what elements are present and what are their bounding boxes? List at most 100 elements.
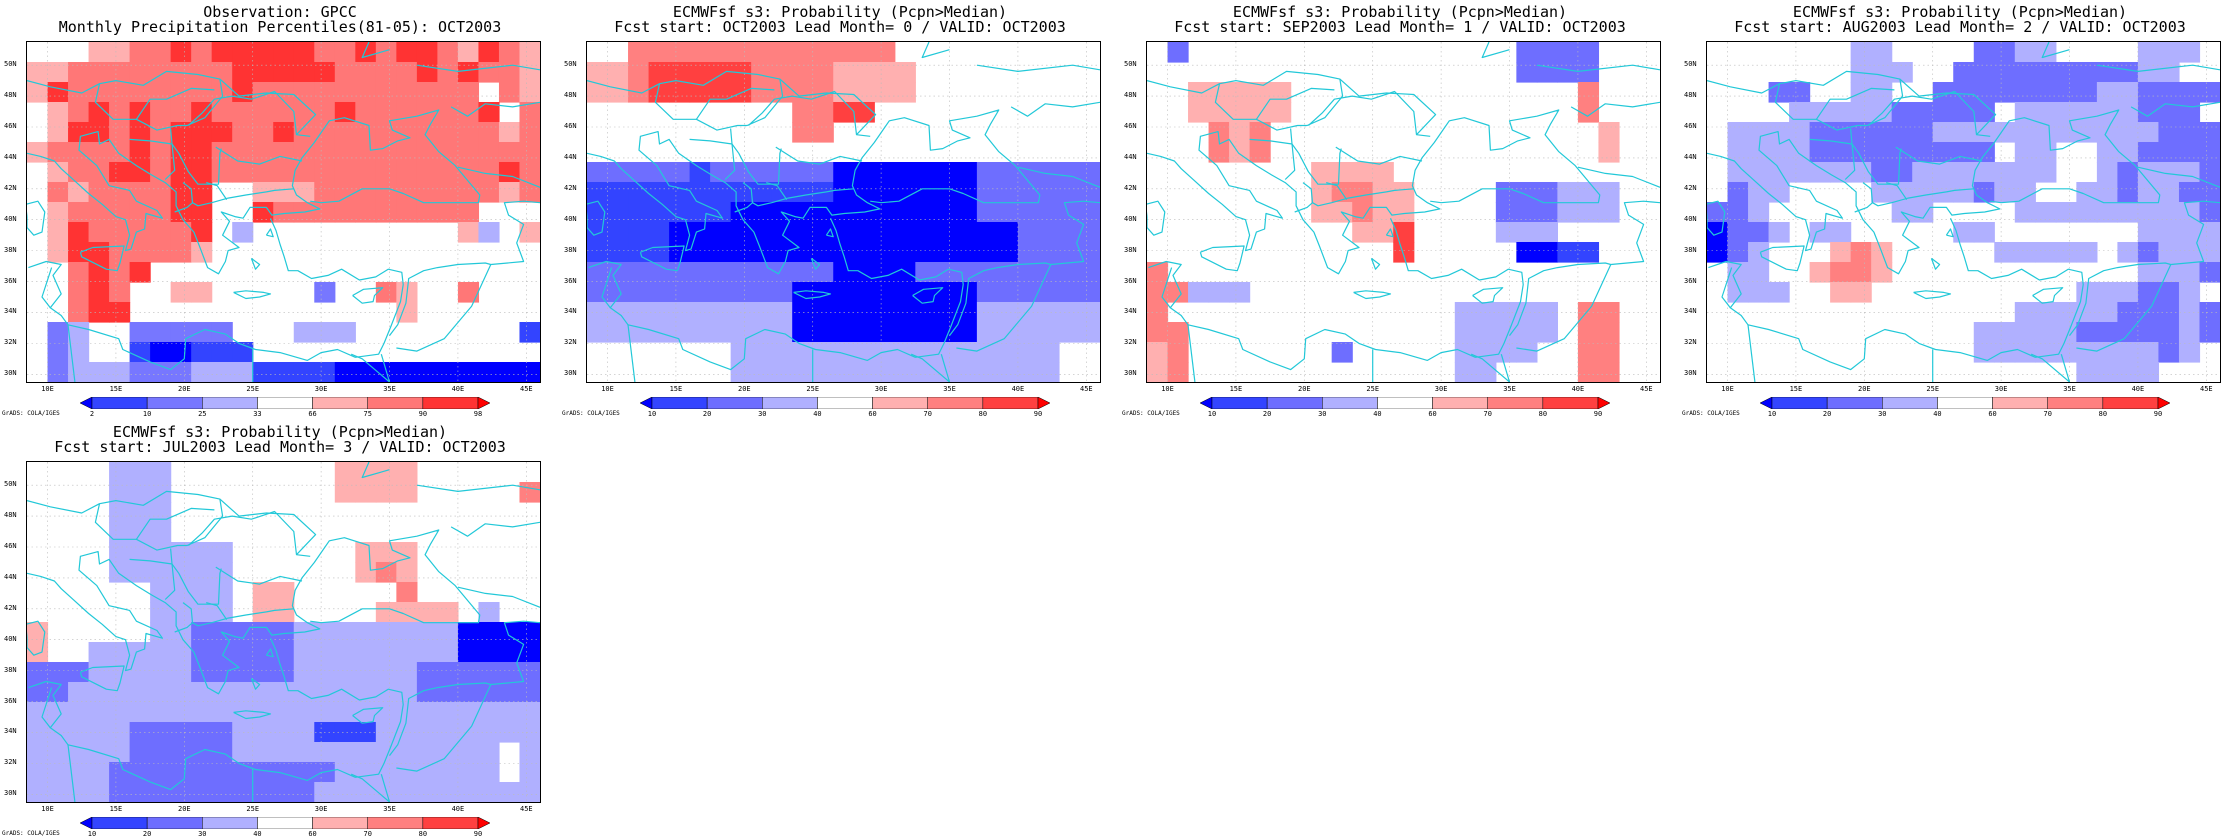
colorbar-segment — [367, 397, 424, 409]
colorbar-segment — [1266, 397, 1323, 409]
grid-cell — [2096, 122, 2118, 143]
colorbar-label: 2 — [89, 410, 95, 418]
grid-cell — [2055, 82, 2077, 103]
colorbar-label: 40 — [253, 830, 262, 838]
panel-title: ECMWFsf s3: Probability (Pcpn>Median) — [1232, 3, 1568, 21]
lon-label: 40E — [1571, 385, 1585, 393]
map-panel-5: ECMWFsf s3: Probability (Pcpn>Median) Fcs… — [0, 420, 560, 840]
grid-cell — [956, 322, 978, 343]
coastline — [1945, 228, 1954, 238]
grid-cell — [976, 322, 998, 343]
grid-cell — [812, 62, 834, 83]
grid-cell — [396, 782, 418, 802]
grid-cell — [1953, 82, 1975, 103]
lon-label: 10E — [601, 385, 614, 393]
grads-credit: GrADS: COLA/IGES — [1122, 410, 1180, 417]
grid-cell — [437, 602, 459, 623]
grid-cell — [109, 662, 131, 683]
grid-cell — [1038, 242, 1060, 263]
grid-cell — [1372, 222, 1394, 243]
map-svg — [587, 42, 1100, 382]
grid-cell — [27, 142, 49, 163]
grid-cell — [1058, 202, 1081, 223]
grid-cell — [2055, 302, 2077, 323]
lon-label: 10E — [1721, 385, 1734, 393]
grid-cell — [1229, 122, 1251, 143]
grid-cell — [232, 742, 254, 763]
grid-cell — [1748, 122, 1770, 143]
grid-cell — [1809, 102, 1831, 123]
grid-cell — [109, 302, 131, 323]
grid-cell — [437, 142, 459, 163]
lat-label: 38N — [1684, 245, 1697, 254]
grid-cell — [1727, 202, 1749, 223]
grid-cell — [1748, 162, 1770, 183]
grid-cell — [935, 222, 957, 243]
grid-cell — [334, 782, 356, 802]
lat-label: 40N — [1684, 214, 1697, 223]
grid-cell — [1748, 222, 1770, 243]
grid-cell — [1871, 62, 1893, 83]
grid-cell — [2014, 142, 2036, 163]
grid-cell — [334, 142, 356, 163]
grid-cell — [710, 42, 732, 63]
grid-cell — [1038, 342, 1060, 363]
grid-cell — [2076, 362, 2098, 382]
grid-cell — [751, 42, 773, 63]
panel-title: ECMWFsf s3: Probability (Pcpn>Median) — [672, 3, 1008, 21]
coastline — [1326, 182, 1348, 200]
grid-cell — [607, 262, 629, 283]
grid-cell — [416, 722, 438, 743]
grid-cell — [915, 162, 937, 183]
grid-cell — [1352, 162, 1374, 183]
grid-cell — [211, 42, 233, 63]
lat-label: 46N — [4, 542, 17, 550]
lon-label: 10E — [1161, 385, 1174, 393]
grid-cell — [751, 162, 773, 183]
grid-cell — [170, 742, 192, 763]
grid-cell — [232, 362, 254, 382]
grid-cell — [956, 362, 978, 382]
grid-cell — [1475, 362, 1497, 382]
coastline — [940, 354, 951, 382]
colorbar-max-arrow — [477, 397, 490, 409]
grid-cell — [293, 322, 315, 343]
grads-credit: GrADS: COLA/IGES — [562, 410, 620, 417]
grid-cell — [129, 742, 151, 763]
grid-cell — [792, 282, 814, 303]
grid-cell — [1038, 262, 1060, 283]
grid-cell — [1871, 162, 1893, 183]
grid-cell — [355, 482, 377, 503]
grid-cell — [252, 642, 274, 663]
grid-cell — [730, 362, 752, 382]
lat-label: 40N — [564, 214, 577, 223]
lon-label: 20E — [1857, 385, 1871, 393]
grid-cell — [396, 42, 418, 63]
grid-cell — [375, 122, 397, 143]
grid-cell — [2137, 242, 2160, 263]
grid-cell — [2117, 242, 2139, 263]
grid-cell — [293, 742, 315, 763]
grid-cell — [396, 362, 418, 382]
lat-label: 50N — [564, 60, 577, 69]
grid-cell — [1017, 242, 1040, 263]
grid-cell — [150, 762, 172, 783]
grid-cell — [478, 142, 500, 163]
grid-cell — [2199, 302, 2220, 323]
grid-cell — [273, 602, 295, 623]
grid-cell — [1994, 62, 2016, 83]
grid-cell — [211, 62, 233, 83]
grid-cell — [587, 182, 609, 203]
grid-cell — [68, 122, 90, 143]
grid-cell — [396, 302, 418, 323]
colorbar-segment — [202, 397, 258, 409]
grid-cell — [956, 262, 978, 283]
grid-cell — [314, 102, 336, 123]
colorbar-min-arrow — [1200, 397, 1213, 409]
grid-cell — [771, 242, 793, 263]
coastline — [396, 684, 492, 772]
grid-cell — [273, 82, 295, 103]
lat-label: 50N — [4, 480, 17, 489]
grid-cell — [792, 322, 814, 343]
coastline — [752, 188, 854, 207]
